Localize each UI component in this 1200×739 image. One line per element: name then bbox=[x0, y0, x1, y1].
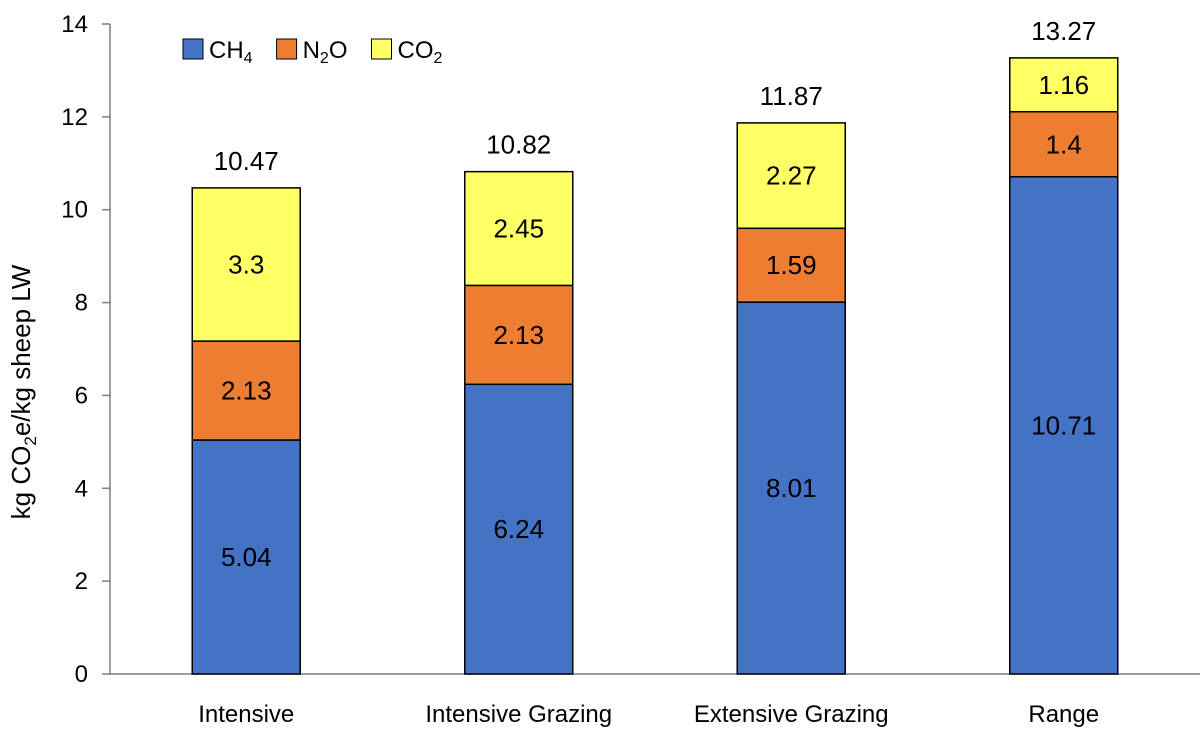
bar-stack: 8.01 1.59 2.27 11.87 bbox=[736, 81, 846, 675]
legend-item-n2o: N2O bbox=[276, 37, 348, 67]
x-tick-label: Intensive Grazing bbox=[425, 701, 612, 728]
data-label-ch4: 10.71 bbox=[1031, 410, 1096, 440]
legend-swatch-ch4 bbox=[182, 38, 204, 60]
x-axis: Intensive Intensive Grazing Extensive Graz… bbox=[110, 673, 1200, 728]
data-label-ch4: 5.04 bbox=[221, 542, 272, 572]
bar-stack: 6.24 2.13 2.45 10.82 bbox=[464, 130, 574, 675]
bar-segment-co2 bbox=[464, 170, 574, 287]
data-label-n2o: 2.13 bbox=[493, 320, 544, 350]
data-label-co2: 2.45 bbox=[493, 214, 544, 244]
bar-segment-co2 bbox=[736, 122, 846, 230]
y-tick-label: 8 bbox=[75, 290, 88, 317]
y-tick-label: 10 bbox=[61, 197, 88, 224]
total-label: 13.27 bbox=[1031, 16, 1096, 46]
total-label: 11.87 bbox=[760, 81, 823, 111]
legend-label-ch4: CH4 bbox=[209, 37, 253, 67]
bar-segment-n2o bbox=[1009, 111, 1119, 178]
bar-stack: 10.71 1.4 1.16 13.27 bbox=[1009, 16, 1119, 675]
y-tick-label: 6 bbox=[75, 382, 88, 409]
bar-segment-co2 bbox=[1009, 57, 1119, 113]
data-label-n2o: 1.59 bbox=[766, 250, 817, 280]
bar-segment-ch4 bbox=[736, 301, 846, 675]
bar-segment-co2 bbox=[191, 187, 301, 342]
total-label: 10.47 bbox=[214, 146, 279, 176]
data-label-co2: 1.16 bbox=[1038, 70, 1089, 100]
bar-stack: 5.04 2.13 3.3 10.47 bbox=[191, 146, 301, 675]
y-tick-label: 12 bbox=[61, 104, 88, 131]
bar-segment-ch4 bbox=[464, 383, 574, 675]
legend-swatch-co2 bbox=[371, 38, 392, 60]
data-label-n2o: 1.4 bbox=[1046, 129, 1082, 159]
legend-label-n2o: N2O bbox=[303, 37, 348, 67]
legend-item-co2: CO2 bbox=[371, 37, 443, 67]
y-tick-label: 0 bbox=[75, 661, 88, 688]
legend-swatch-n2o bbox=[276, 38, 298, 60]
legend: CH4 N2O CO2 bbox=[182, 37, 443, 67]
bar-segment-n2o bbox=[736, 227, 846, 303]
x-tick-label: Intensive bbox=[198, 701, 294, 728]
bar-segment-n2o bbox=[464, 284, 574, 386]
data-label-n2o: 2.13 bbox=[221, 376, 272, 406]
legend-label-co2: CO2 bbox=[398, 37, 443, 67]
y-axis-title: kg CO2e/kg sheep LW bbox=[6, 264, 40, 519]
y-tick-label: 2 bbox=[75, 568, 88, 595]
bars: 5.04 2.13 3.3 10.47 6.24 2.13 2.45 10.82 8.01 1.5… bbox=[191, 16, 1119, 675]
total-label: 10.82 bbox=[486, 130, 551, 160]
data-label-ch4: 6.24 bbox=[493, 514, 544, 544]
data-label-co2: 2.27 bbox=[766, 161, 817, 191]
bar-segment-ch4 bbox=[1009, 176, 1119, 675]
y-axis: 0 2 4 6 8 10 12 14 bbox=[61, 11, 111, 688]
bar-segment-n2o bbox=[191, 340, 301, 441]
y-tick-label: 4 bbox=[75, 475, 88, 502]
x-tick-label: Extensive Grazing bbox=[694, 701, 889, 728]
data-label-ch4: 8.01 bbox=[766, 473, 817, 503]
y-tick-label: 14 bbox=[61, 11, 88, 38]
legend-item-ch4: CH4 bbox=[182, 37, 253, 67]
data-label-co2: 3.3 bbox=[228, 250, 264, 280]
x-tick-label: Range bbox=[1028, 701, 1099, 728]
